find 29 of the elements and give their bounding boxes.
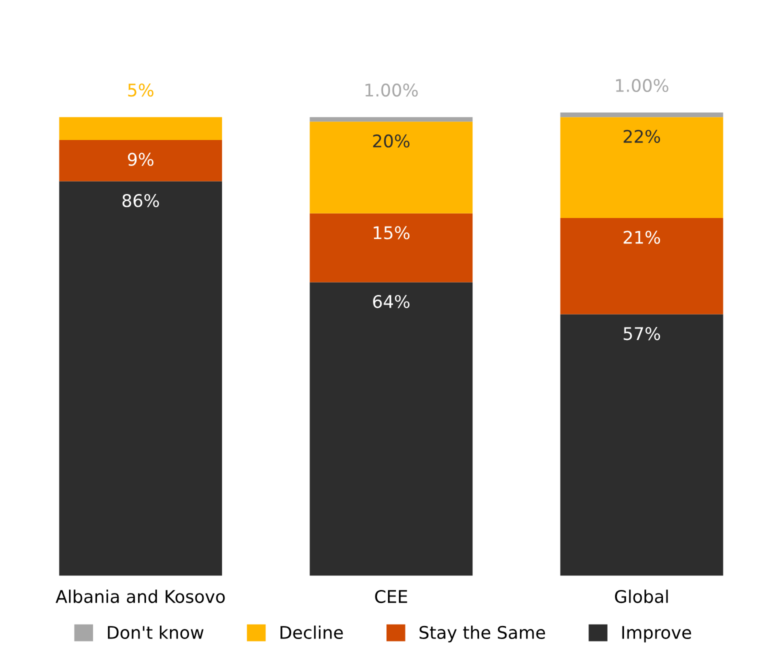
x-tick-label: Albania and Kosovo	[56, 590, 225, 604]
bar	[560, 218, 724, 314]
data-label: 1.00%	[366, 84, 418, 97]
bar	[560, 314, 724, 576]
bar	[59, 140, 222, 182]
data-label: 86%	[122, 194, 159, 208]
bar	[310, 282, 473, 576]
data-label: 1.00%	[616, 78, 668, 92]
legend-label: Stay the Same	[420, 626, 546, 642]
data-label: 20%	[373, 134, 410, 148]
legend-label: Improve	[622, 626, 692, 642]
x-tick-label: CEE	[375, 590, 408, 604]
data-label: 9%	[128, 152, 154, 166]
bar	[310, 117, 473, 122]
x-tick-label: Global	[615, 590, 668, 604]
bar	[310, 122, 473, 214]
data-label: 21%	[624, 230, 660, 244]
data-label: 64%	[373, 294, 410, 308]
bar	[59, 181, 222, 576]
legend-label: Decline	[280, 626, 343, 640]
data-label: 5%	[128, 84, 154, 97]
bar	[560, 117, 724, 218]
data-label: 57%	[624, 327, 660, 340]
data-label: 22%	[624, 130, 660, 143]
bar	[310, 213, 473, 282]
legend-label: Don't know	[108, 626, 204, 640]
data-label: 15%	[374, 226, 410, 240]
bar	[560, 112, 724, 118]
bar	[59, 117, 222, 140]
